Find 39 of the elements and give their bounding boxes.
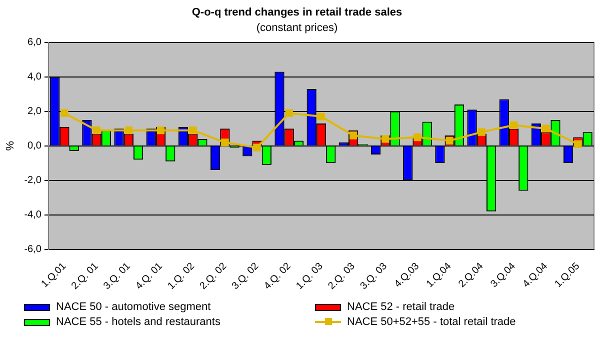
point <box>478 128 486 136</box>
x-tick-label: 3.Q. 02 <box>230 260 262 292</box>
point <box>60 109 68 117</box>
point <box>510 121 518 129</box>
point <box>221 138 229 146</box>
x-tick-label: 2.Q. 01 <box>70 260 101 292</box>
point <box>542 124 550 132</box>
point <box>382 135 390 143</box>
x-tick-label: 2.Q. 03 <box>326 260 358 292</box>
point <box>285 109 293 117</box>
chart-subtitle: (constant prices) <box>256 22 338 34</box>
x-tick-label: 2.Q. 02 <box>198 260 230 292</box>
y-tick-label: -2,0 <box>24 175 42 186</box>
x-tick-label: 3.Q. 03 <box>358 260 390 292</box>
legend-label: NACE 50+52+55 - total retail trade <box>347 316 516 328</box>
legend-label: NACE 50 - automotive segment <box>56 301 211 313</box>
y-tick-label: 2,0 <box>28 106 42 118</box>
legend-label: NACE 52 - retail trade <box>347 301 455 313</box>
y-tick-label: 4,0 <box>28 72 42 83</box>
y-tick-label: 0,0 <box>28 140 42 152</box>
point <box>253 144 261 152</box>
y-tick-label: -6,0 <box>24 244 42 256</box>
legend-label: NACE 55 - hotels and restaurants <box>56 316 220 328</box>
point <box>189 126 197 134</box>
x-tick-label: 1.Q. 02 <box>166 260 198 292</box>
chart-title: Q-o-q trend changes in retail trade sales <box>192 6 402 19</box>
y-tick-label: 6,0 <box>28 37 42 48</box>
point <box>414 133 422 142</box>
y-tick-label: -4,0 <box>24 210 42 221</box>
x-tick-label: 1.Q. 03 <box>294 260 326 292</box>
point <box>317 112 326 120</box>
point <box>574 140 582 148</box>
point <box>92 126 100 134</box>
y-axis-title: % <box>4 140 17 151</box>
x-tick-label: 4.Q. 02 <box>262 260 294 292</box>
point <box>124 126 132 134</box>
x-tick-label: 4.Q. 01 <box>134 260 166 292</box>
point <box>156 126 165 134</box>
x-tick-label: 3.Q. 01 <box>102 260 134 292</box>
